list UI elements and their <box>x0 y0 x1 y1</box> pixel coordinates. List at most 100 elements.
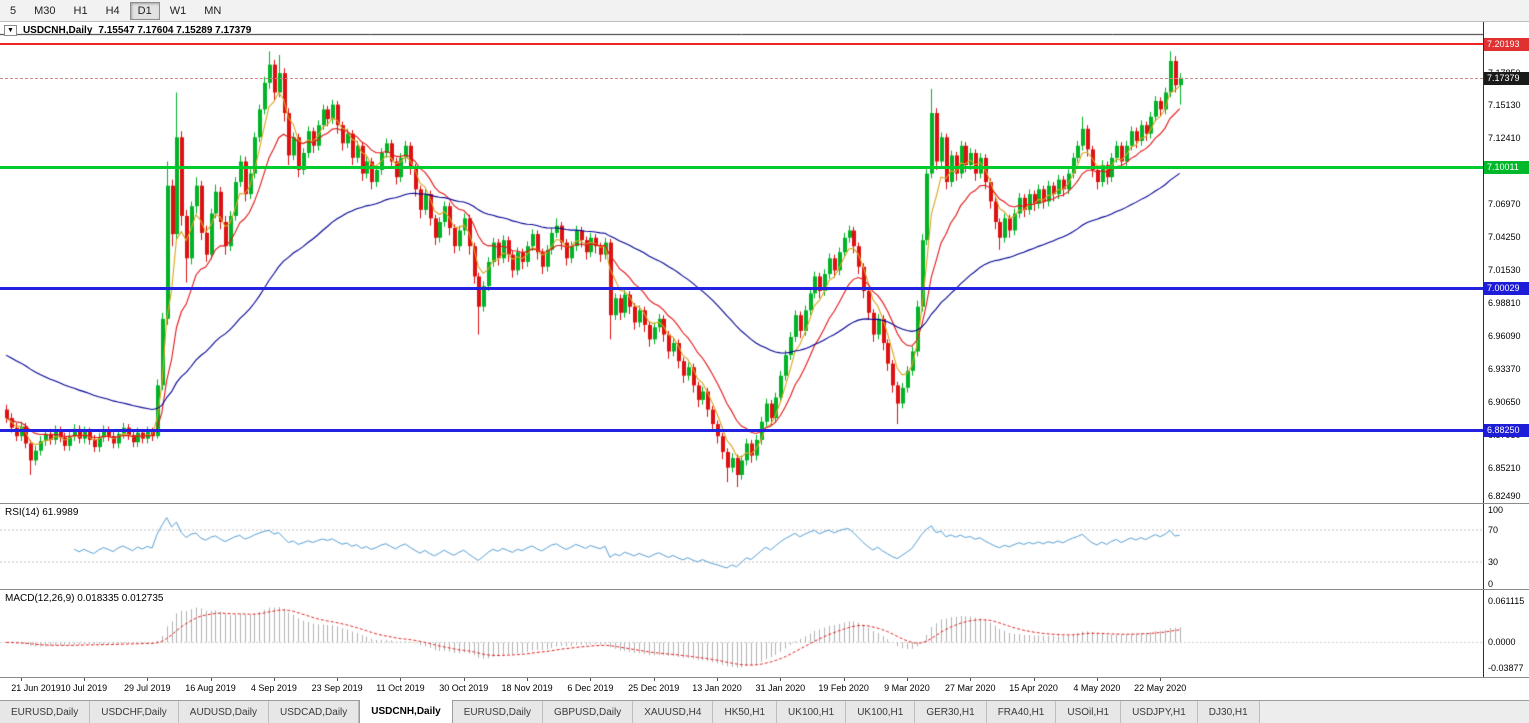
tab-usdjpy-h1[interactable]: USDJPY,H1 <box>1121 701 1198 723</box>
date-tick <box>970 678 971 681</box>
date-axis: 21 Jun 2019 10 Jul 2019 29 Jul 2019 16 Aug … <box>0 678 1529 700</box>
date-tick <box>654 678 655 681</box>
tab-usdcad-daily[interactable]: USDCAD,Daily <box>269 701 360 723</box>
price-tick-label: 6.98810 <box>1488 297 1521 308</box>
timeframe-m30[interactable]: M30 <box>26 2 63 20</box>
green-level-line[interactable] <box>0 165 1483 169</box>
date-label: 9 Mar 2020 <box>884 683 930 693</box>
date-tick <box>147 678 148 681</box>
tab-audusd-daily[interactable]: AUDUSD,Daily <box>178 701 270 723</box>
date-tick <box>717 678 718 681</box>
macd-scale-label: 0.0000 <box>1488 637 1516 648</box>
price-tick-label: 6.85210 <box>1488 462 1521 473</box>
tab-gbpusd-daily[interactable]: GBPUSD,Daily <box>542 701 634 723</box>
date-tick <box>274 678 275 681</box>
price-label-resistance: 7.20193 <box>1484 37 1529 51</box>
candlestick-chart-canvas[interactable] <box>0 22 1483 504</box>
tab-dj30-h1[interactable]: DJ30,H1 <box>1197 701 1260 723</box>
current-bid-line <box>0 78 1483 80</box>
chart-title: ▼ USDCNH,Daily 7.15547 7.17604 7.15289 7… <box>4 25 251 36</box>
tab-usdchf-daily[interactable]: USDCHF,Daily <box>90 701 179 723</box>
timeframe-h1[interactable]: H1 <box>66 2 96 20</box>
tab-eurusd-daily-2[interactable]: EURUSD,Daily <box>452 701 543 723</box>
chart-symbol-label: USDCNH,Daily <box>22 25 93 36</box>
macd-canvas[interactable] <box>0 590 1483 678</box>
tab-uk100-h1[interactable]: UK100,H1 <box>777 701 847 723</box>
timeframe-mn[interactable]: MN <box>196 2 229 20</box>
date-tick <box>1034 678 1035 681</box>
rsi-scale-label: 0 <box>1488 579 1494 589</box>
date-label: 15 Apr 2020 <box>1009 683 1058 693</box>
date-label: 31 Jan 2020 <box>755 683 806 693</box>
red-resistance-line[interactable] <box>0 43 1483 46</box>
date-label: 13 Jan 2020 <box>692 683 742 693</box>
pane-separator[interactable] <box>0 589 1529 590</box>
date-label: 18 Nov 2019 <box>501 683 553 693</box>
timeframe-toolbar: 5 M30 H1 H4 D1 W1 MN <box>0 0 1529 22</box>
date-tick <box>84 678 85 681</box>
blue-level-line-7000[interactable] <box>0 286 1483 290</box>
chart-tabs-bar: EURUSD,Daily USDCHF,Daily AUDUSD,Daily U… <box>0 700 1529 723</box>
macd-indicator-pane[interactable]: MACD(12,26,9) 0.018335 0.012735 <box>0 590 1483 678</box>
date-label: 23 Sep 2019 <box>311 683 363 693</box>
date-tick <box>780 678 781 681</box>
macd-scale-label: -0.03877 <box>1488 663 1524 674</box>
macd-scale-label: 0.061115 <box>1488 596 1525 607</box>
rsi-indicator-pane[interactable]: RSI(14) 61.9989 <box>0 504 1483 590</box>
date-tick <box>400 678 401 681</box>
date-tick <box>464 678 465 681</box>
date-tick <box>1160 678 1161 681</box>
price-tick-label: 6.96090 <box>1488 330 1521 341</box>
price-axis: 7.178507.151307.124107.096907.069707.042… <box>1483 22 1529 678</box>
rsi-label: RSI(14) 61.9989 <box>5 507 79 518</box>
chart-dropdown-icon[interactable]: ▼ <box>4 25 17 36</box>
date-label: 21 Jun 2019 <box>11 683 61 693</box>
price-label-bid: 7.17379 <box>1484 71 1529 85</box>
date-label: 30 Oct 2019 <box>439 683 489 693</box>
pane-separator[interactable] <box>0 503 1529 504</box>
tab-ger30-h1[interactable]: GER30,H1 <box>915 701 987 723</box>
price-tick-label: 7.04250 <box>1488 232 1521 243</box>
date-label: 22 May 2020 <box>1134 683 1187 693</box>
timeframe-m15-partial[interactable]: 5 <box>2 2 24 20</box>
price-tick-label: 6.93370 <box>1488 363 1521 374</box>
timeframe-w1[interactable]: W1 <box>162 2 195 20</box>
main-chart-pane[interactable]: ▼ USDCNH,Daily 7.15547 7.17604 7.15289 7… <box>0 22 1483 504</box>
date-tick <box>527 678 528 681</box>
tab-hk50-h1[interactable]: HK50,H1 <box>713 701 778 723</box>
date-label: 4 Sep 2019 <box>250 683 297 693</box>
timeframe-d1[interactable]: D1 <box>129 1 160 20</box>
price-label-green-level: 7.10011 <box>1484 160 1529 174</box>
date-tick <box>844 678 845 681</box>
date-tick <box>21 678 22 681</box>
price-tick-label: 6.82490 <box>1488 491 1521 501</box>
price-tick-label: 7.15130 <box>1488 100 1521 111</box>
date-label: 27 Mar 2020 <box>944 683 996 693</box>
price-tick-label: 7.01530 <box>1488 265 1521 276</box>
tab-uk100-h1-2[interactable]: UK100,H1 <box>846 701 916 723</box>
macd-label: MACD(12,26,9) 0.018335 0.012735 <box>5 593 164 604</box>
blue-level-line-6882[interactable] <box>0 429 1483 433</box>
date-label: 10 Jul 2019 <box>60 683 108 693</box>
chart-ohlc-values: 7.15547 7.17604 7.15289 7.17379 <box>98 25 252 36</box>
rsi-scale-label: 100 <box>1488 505 1504 515</box>
date-tick <box>590 678 591 681</box>
timeframe-h4[interactable]: H4 <box>98 2 128 20</box>
date-tick <box>211 678 212 681</box>
price-tick-label: 7.06970 <box>1488 199 1521 210</box>
tab-fra40-h1[interactable]: FRA40,H1 <box>986 701 1057 723</box>
date-label: 29 Jul 2019 <box>123 683 171 693</box>
tab-usdcnh-daily[interactable]: USDCNH,Daily <box>359 700 453 723</box>
rsi-canvas[interactable] <box>0 504 1483 590</box>
date-tick <box>907 678 908 681</box>
date-label: 4 May 2020 <box>1073 683 1121 693</box>
tab-usoil-h1[interactable]: USOil,H1 <box>1056 701 1122 723</box>
rsi-scale-label: 70 <box>1488 525 1499 535</box>
tab-eurusd-daily[interactable]: EURUSD,Daily <box>0 701 91 723</box>
date-label: 19 Feb 2020 <box>818 683 869 693</box>
date-tick <box>1097 678 1098 681</box>
date-label: 16 Aug 2019 <box>185 683 236 693</box>
tab-xauusd-h4[interactable]: XAUUSD,H4 <box>633 701 714 723</box>
date-label: 11 Oct 2019 <box>376 683 425 693</box>
